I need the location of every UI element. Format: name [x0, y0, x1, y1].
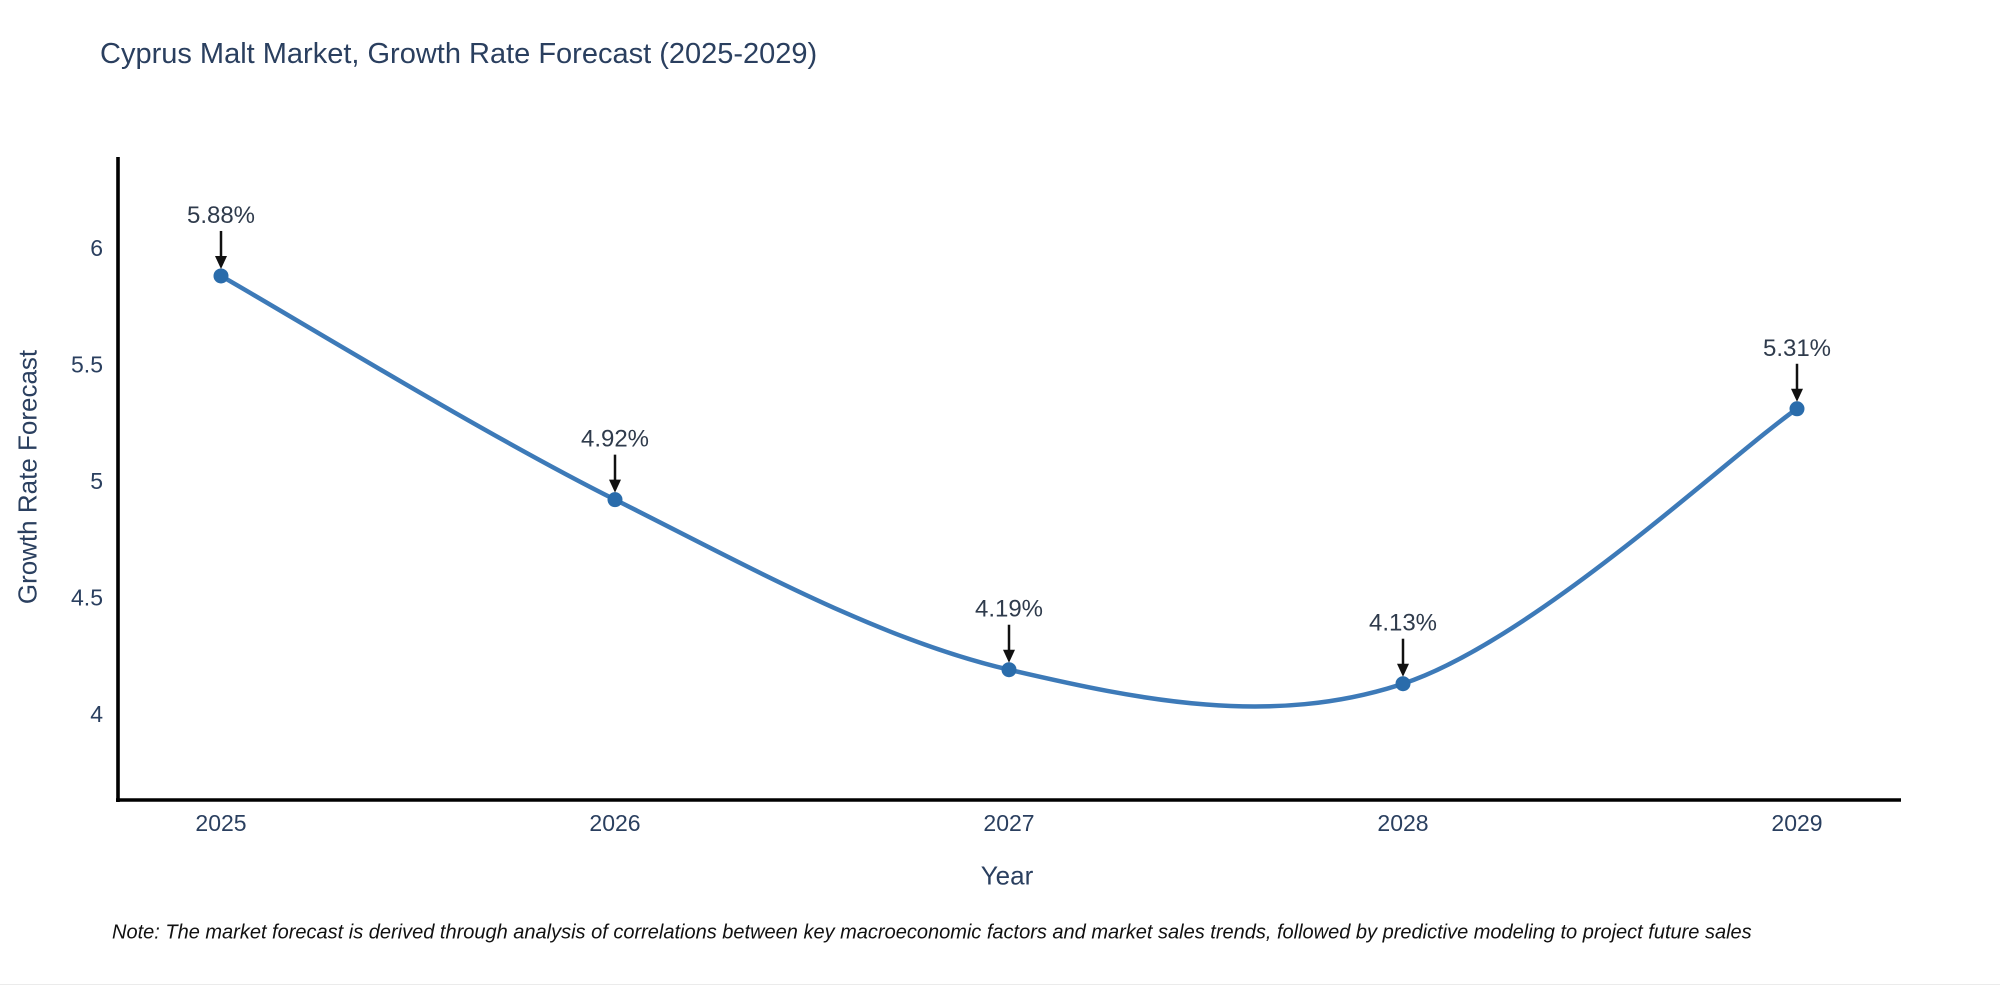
annotation-arrowhead — [215, 255, 227, 269]
annotation-label: 5.88% — [187, 202, 255, 229]
annotation-label: 4.19% — [975, 596, 1043, 623]
data-point-marker — [607, 492, 623, 508]
y-axis-title: Growth Rate Forecast — [12, 349, 43, 605]
y-tick-label: 5 — [90, 468, 103, 494]
bottom-divider — [0, 984, 2000, 985]
y-tick-label: 6 — [90, 235, 103, 261]
chart-footnote: Note: The market forecast is derived thr… — [112, 921, 1752, 944]
annotation-label: 4.92% — [581, 426, 649, 453]
data-point-marker — [1395, 676, 1411, 692]
x-tick-label: 2029 — [1771, 810, 1822, 836]
data-point-marker — [1001, 662, 1017, 678]
x-axis-title: Year — [980, 860, 1034, 891]
x-tick-label: 2027 — [983, 810, 1034, 836]
y-tick-label: 4 — [90, 701, 103, 727]
annotation-arrowhead — [1397, 663, 1409, 677]
annotation-arrowhead — [609, 479, 621, 493]
x-tick-label: 2025 — [195, 810, 246, 836]
x-tick-label: 2028 — [1377, 810, 1428, 836]
x-tick-label: 2026 — [589, 810, 640, 836]
data-point-marker — [213, 268, 229, 284]
chart-title: Cyprus Malt Market, Growth Rate Forecast… — [100, 38, 818, 70]
annotation-arrowhead — [1003, 649, 1015, 663]
data-point-marker — [1789, 401, 1805, 417]
y-tick-label: 4.5 — [71, 585, 103, 611]
annotation-arrowhead — [1791, 388, 1803, 402]
annotation-label: 5.31% — [1763, 335, 1831, 362]
annotation-label: 4.13% — [1369, 610, 1437, 637]
y-tick-label: 5.5 — [71, 352, 103, 378]
